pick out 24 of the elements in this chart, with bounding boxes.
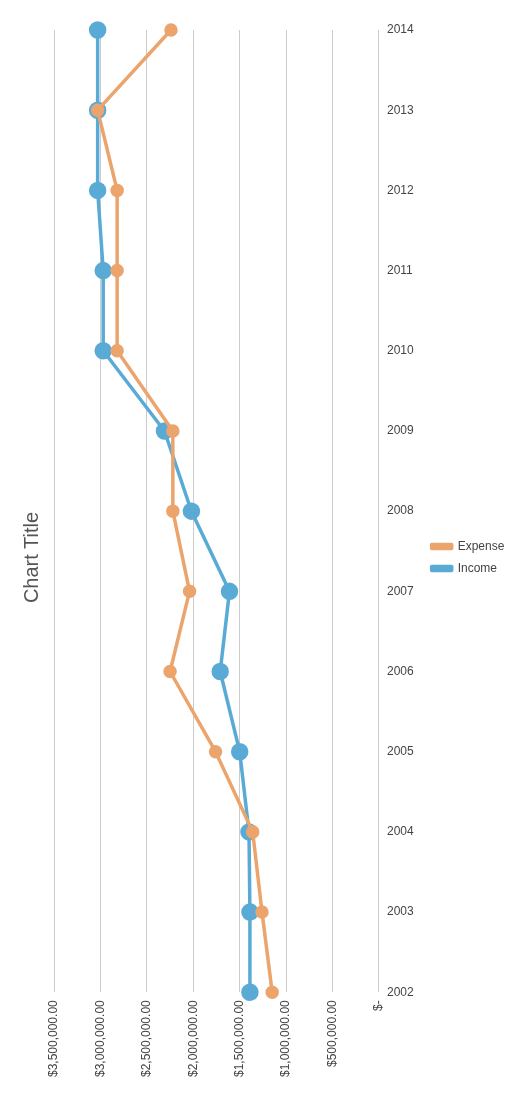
legend-label: Expense	[457, 538, 505, 553]
y-tick-label: 2004	[386, 824, 414, 839]
y-tick-label: 2006	[386, 663, 414, 678]
legend-label: Income	[457, 560, 498, 575]
y-tick-label: 2014	[386, 22, 414, 37]
y-tick-label: 2013	[386, 102, 414, 117]
x-tick-label: $2,000,000.00	[185, 999, 200, 1078]
y-tick-label: 2007	[386, 583, 414, 598]
y-tick-label: 2008	[386, 503, 414, 518]
y-tick-label: 2012	[386, 182, 414, 197]
x-tick-label: $500,000.00	[324, 999, 339, 1067]
y-tick-label: 2005	[386, 744, 414, 759]
y-tick-label: 2003	[386, 904, 414, 919]
x-tick-label: $-	[371, 1000, 386, 1011]
y-tick-label: 2009	[386, 423, 414, 438]
x-tick-label: $1,000,000.00	[278, 999, 293, 1078]
x-tick-label: $1,500,000.00	[232, 999, 247, 1078]
y-tick-label: 2010	[386, 343, 414, 358]
y-tick-label: 2011	[386, 262, 414, 277]
x-tick-label: $2,500,000.00	[139, 999, 154, 1078]
text: Chart Title	[19, 511, 42, 604]
y-tick-label: 2002	[386, 984, 414, 999]
x-tick-label: $3,000,000.00	[92, 999, 107, 1078]
x-tick-label: $3,500,000.00	[46, 999, 61, 1078]
